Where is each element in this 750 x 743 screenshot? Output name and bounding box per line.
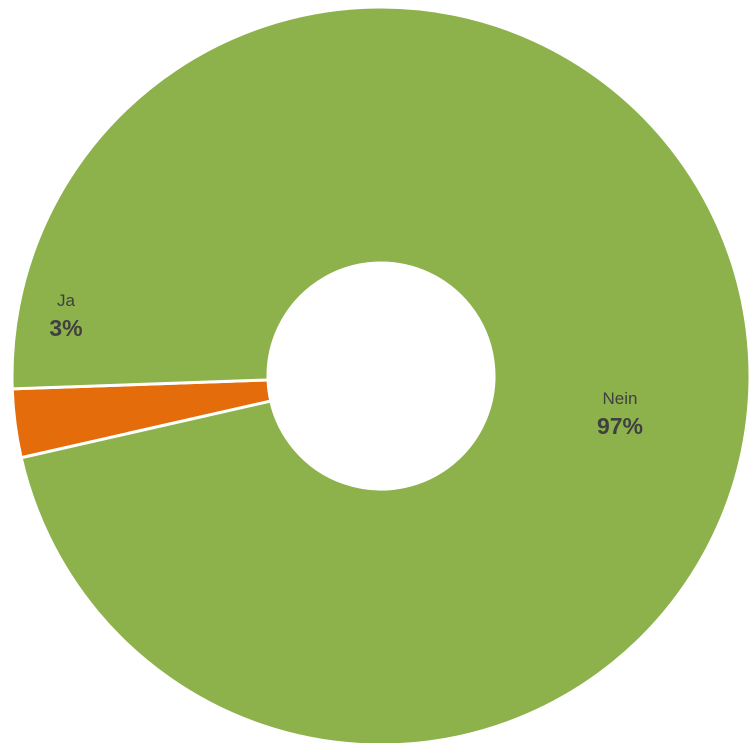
- chart-slices: [10, 5, 750, 743]
- slice-nein: [10, 5, 750, 743]
- slice-label-ja: Ja: [57, 291, 76, 310]
- slice-percent-ja: 3%: [49, 315, 82, 341]
- chart-data-labels: Ja 3% Nein 97%: [49, 291, 643, 439]
- slice-label-nein: Nein: [603, 389, 638, 408]
- slice-percent-nein: 97%: [597, 413, 643, 439]
